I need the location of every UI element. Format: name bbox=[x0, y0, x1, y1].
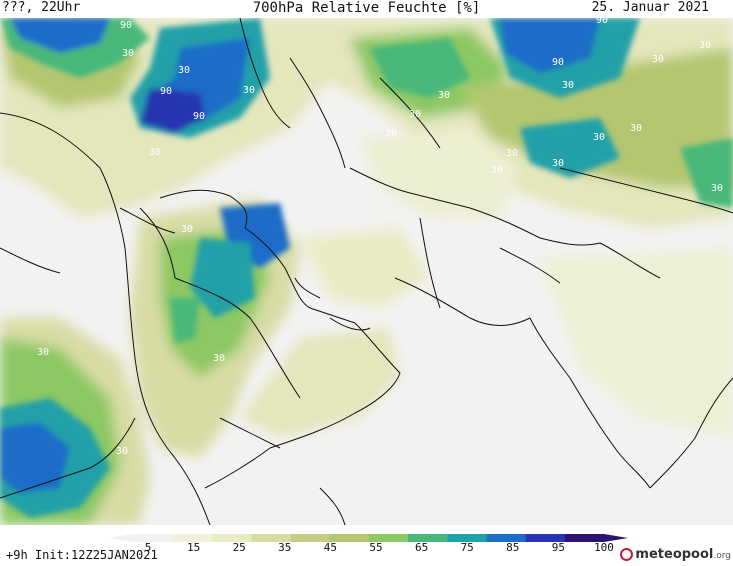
contour-label: 90 bbox=[193, 111, 205, 122]
logo-text: meteopool bbox=[635, 547, 714, 562]
contour-label: 30 bbox=[593, 132, 605, 143]
contour-label: 30 bbox=[149, 147, 161, 158]
contour-label: 90 bbox=[596, 18, 608, 26]
meteopool-logo: meteopool.org bbox=[620, 547, 731, 562]
legend-swatch bbox=[212, 534, 252, 542]
contour-label: 90 bbox=[160, 86, 172, 97]
forecast-time-label: ???, 22Uhr bbox=[2, 0, 81, 15]
contour-label: 30 bbox=[409, 109, 421, 120]
legend-tick-label: 15 bbox=[186, 541, 201, 554]
contour-label: 30 bbox=[491, 165, 503, 176]
legend-swatch bbox=[525, 534, 566, 542]
contour-label: 30 bbox=[213, 353, 225, 364]
forecast-date-label: 25. Januar 2021 bbox=[591, 0, 709, 15]
contour-label: 30 bbox=[552, 158, 564, 169]
legend-tick-label: 100 bbox=[594, 541, 614, 554]
logo-suffix: .org bbox=[713, 551, 731, 561]
contour-label: 90 bbox=[120, 20, 132, 31]
contour-label: 30 bbox=[122, 48, 134, 59]
legend-tick-label: 5 bbox=[144, 541, 152, 554]
color-legend-bar bbox=[108, 534, 628, 542]
contour-label: 30 bbox=[506, 148, 518, 159]
contour-label: 30 bbox=[562, 80, 574, 91]
legend-tick-label: 35 bbox=[278, 541, 292, 554]
legend-swatch bbox=[173, 534, 213, 542]
legend-swatch bbox=[134, 534, 174, 542]
legend-swatch bbox=[447, 534, 487, 542]
contour-label: 30 bbox=[438, 90, 450, 101]
meteopool-logo-icon bbox=[620, 548, 634, 561]
legend-tick-label: 75 bbox=[460, 541, 474, 554]
contour-label: 30 bbox=[116, 446, 128, 457]
contour-label: 30 bbox=[630, 123, 642, 134]
contour-label: 30 bbox=[699, 40, 711, 51]
contour-label: 90 bbox=[552, 57, 564, 68]
legend-right-arrow bbox=[604, 534, 628, 542]
contour-label: 30 bbox=[37, 347, 49, 358]
map-footer: 5 15 25 35 45 55 65 75 85 95 100 +9h Init:12Z25JAN… bbox=[0, 525, 733, 566]
humidity-map: 90 30 30 90 90 30 30 30 30 30 30 30 30 3… bbox=[0, 18, 733, 525]
color-legend bbox=[104, 531, 634, 550]
contour-label: 30 bbox=[178, 65, 190, 76]
legend-tick-label: 65 bbox=[414, 541, 429, 554]
contour-label: 30 bbox=[385, 128, 397, 139]
legend-tick-label: 25 bbox=[232, 541, 246, 554]
legend-swatch bbox=[290, 534, 331, 542]
map-header: ???, 22Uhr 700hPa Relative Feuchte [%] 2… bbox=[0, 0, 733, 18]
legend-swatch bbox=[251, 534, 292, 542]
contour-label: 30 bbox=[181, 224, 193, 235]
legend-tick-label: 45 bbox=[323, 541, 338, 554]
legend-tick-label: 95 bbox=[551, 541, 566, 554]
model-run-label: +9h Init:12Z25JAN2021 bbox=[6, 548, 158, 562]
legend-tick-label: 55 bbox=[369, 541, 383, 554]
legend-swatch bbox=[369, 534, 409, 542]
legend-tick-label: 85 bbox=[506, 541, 520, 554]
map-title: 700hPa Relative Feuchte [%] bbox=[252, 0, 481, 16]
legend-swatch bbox=[486, 534, 527, 542]
humidity-map-canvas: 90 30 30 90 90 30 30 30 30 30 30 30 30 3… bbox=[0, 18, 733, 525]
legend-swatch bbox=[564, 534, 605, 542]
contour-label: 30 bbox=[711, 183, 723, 194]
legend-left-arrow bbox=[108, 534, 134, 542]
contour-label: 30 bbox=[243, 85, 255, 96]
legend-swatch bbox=[408, 534, 448, 542]
legend-swatch bbox=[329, 534, 370, 542]
contour-label: 30 bbox=[652, 54, 664, 65]
